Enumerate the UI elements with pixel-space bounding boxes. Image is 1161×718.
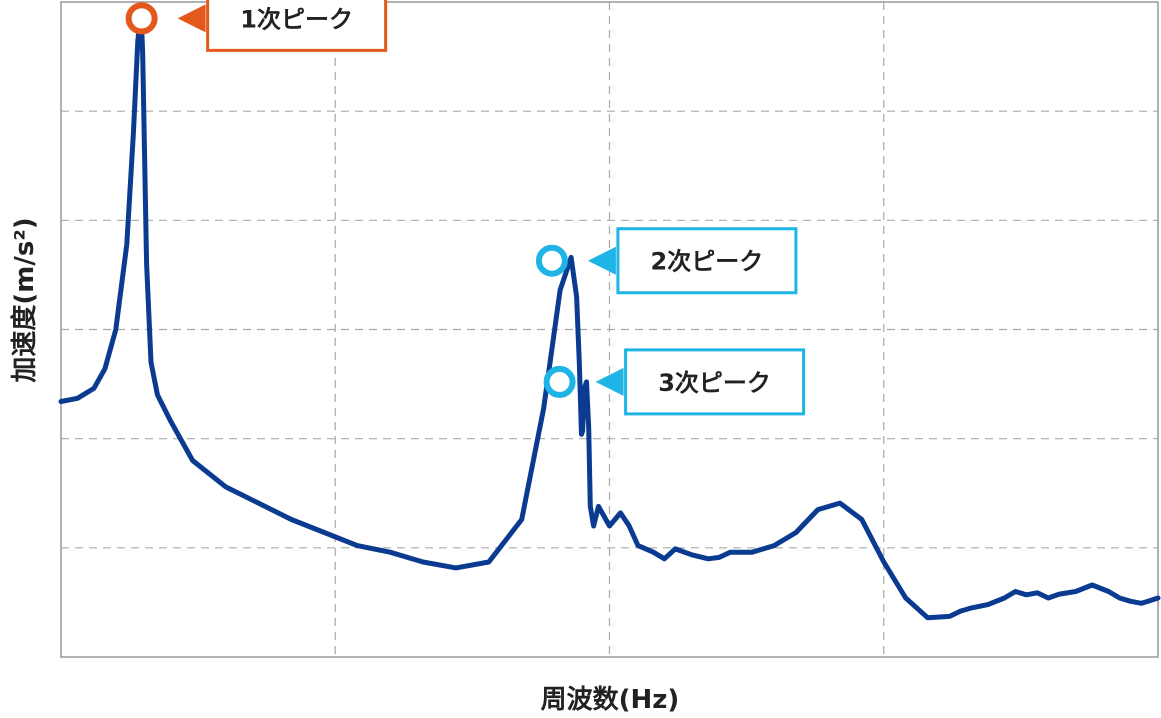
y-axis-label: 加速度(m/s²): [9, 217, 40, 382]
callout-label: 3次ピーク: [658, 369, 771, 397]
peak-annotation: 1次ピーク: [125, 0, 388, 52]
callout-arrow: [595, 367, 624, 396]
peak-annotation: 2次ピーク: [535, 227, 798, 295]
callout-box: [206, 0, 388, 52]
annotations: 1次ピーク 2次ピーク 3次ピーク: [125, 0, 806, 416]
x-axis-label: 周波数(Hz): [541, 685, 680, 715]
callout-label: 2次ピーク: [651, 248, 764, 276]
peak-annotation: 3次ピーク: [543, 348, 806, 416]
grid-lines: [61, 2, 1158, 657]
peak-marker: [125, 2, 158, 35]
peak-marker: [543, 365, 576, 398]
callout-box: [624, 348, 806, 416]
callout-arrow: [177, 4, 206, 33]
callout-arrow: [587, 246, 616, 275]
callout-box: [616, 227, 798, 295]
plot-frame: [60, 1, 1159, 658]
peak-marker: [535, 244, 568, 277]
series-line: [58, 15, 1161, 621]
callout-label: 1次ピーク: [240, 5, 353, 33]
